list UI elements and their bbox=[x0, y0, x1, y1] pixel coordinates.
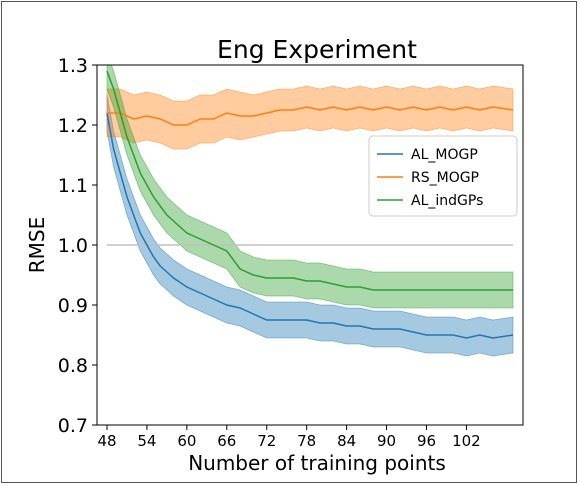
confidence-bands bbox=[106, 65, 514, 357]
legend-box bbox=[368, 135, 518, 217]
x-tick-label: 48 bbox=[97, 432, 116, 450]
line-rs-mogp bbox=[107, 106, 514, 126]
legend-label-al-indgps: AL_indGPs bbox=[411, 193, 483, 209]
x-tick-label: 90 bbox=[377, 432, 396, 450]
legend: AL_MOGP RS_MOGP AL_indGPs bbox=[368, 135, 518, 217]
y-axis: 0.7 0.8 0.9 1.0 1.1 1.2 1.3 bbox=[58, 55, 97, 437]
line-al-mogp bbox=[106, 112, 514, 339]
y-tick-label: 1.1 bbox=[58, 175, 88, 197]
x-tick-label: 96 bbox=[417, 432, 436, 450]
chart-title: Eng Experiment bbox=[217, 35, 417, 64]
band-rs-mogp bbox=[106, 85, 514, 150]
series-lines bbox=[106, 70, 514, 339]
x-tick-label: 72 bbox=[257, 432, 276, 450]
x-tick-label: 84 bbox=[337, 432, 356, 450]
y-tick-label: 0.8 bbox=[58, 355, 88, 377]
y-tick-label: 1.2 bbox=[58, 115, 88, 137]
y-tick-label: 1.0 bbox=[58, 235, 88, 257]
line-al-indgps bbox=[106, 70, 513, 291]
y-tick-label: 0.7 bbox=[58, 415, 88, 437]
band-al-mogp bbox=[106, 94, 514, 357]
x-tick-label: 102 bbox=[452, 432, 481, 450]
y-tick-label: 0.9 bbox=[58, 295, 88, 317]
band-al-indgps bbox=[106, 65, 514, 309]
legend-label-al-mogp: AL_MOGP bbox=[411, 147, 478, 163]
x-tick-label: 54 bbox=[137, 432, 156, 450]
x-tick-label: 66 bbox=[217, 432, 236, 450]
x-axis: 48 54 60 66 72 78 84 90 96 102 bbox=[97, 425, 481, 450]
y-tick-label: 1.3 bbox=[58, 55, 88, 77]
y-axis-label: RMSE bbox=[25, 217, 49, 273]
legend-label-rs-mogp: RS_MOGP bbox=[411, 170, 479, 186]
x-axis-label: Number of training points bbox=[188, 451, 446, 475]
x-tick-label: 60 bbox=[177, 432, 196, 450]
x-tick-label: 78 bbox=[297, 432, 316, 450]
